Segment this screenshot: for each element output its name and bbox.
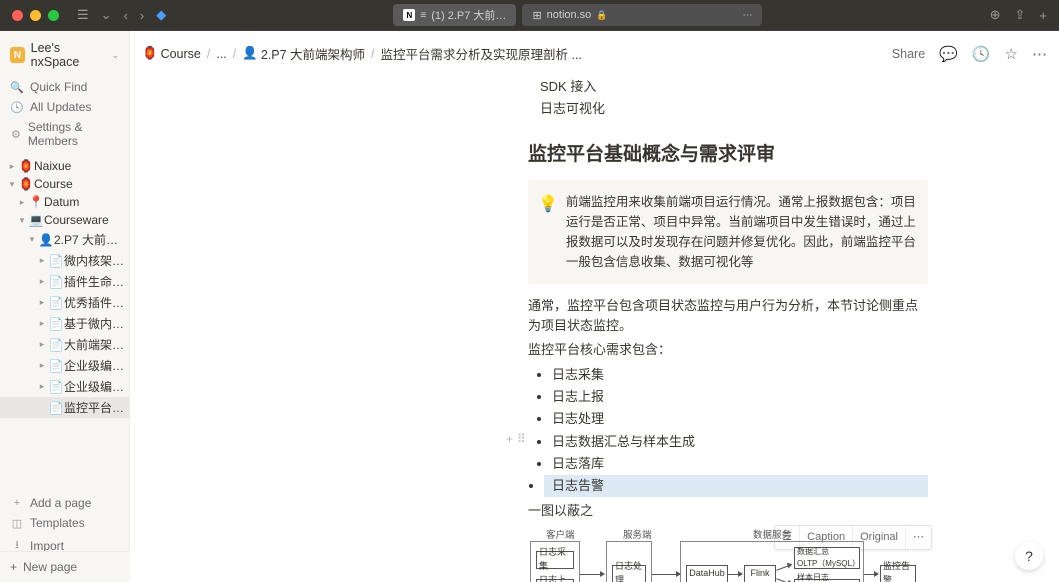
- updates-icon[interactable]: 🕓: [972, 45, 991, 63]
- clock-icon: 🕓: [10, 101, 24, 114]
- callout-block[interactable]: 💡 前端监控用来收集前端项目运行情况。通常上报数据包含：项目运行是否正常、项目中…: [528, 180, 928, 284]
- dg-box: 监控告警: [880, 565, 916, 582]
- image-block[interactable]: ☰ Caption Original ⋯ 客户端 服务端 数据服务: [528, 529, 928, 582]
- tree-item-5[interactable]: ▸📄企业级编辑器需...: [0, 355, 129, 376]
- paragraph[interactable]: 通常，监控平台包含项目状态监控与用户行为分析，本节讨论侧重点为项目状态监控。: [528, 296, 928, 336]
- tab-favicon: N: [403, 9, 415, 21]
- browser-titlebar: ☰ ⌄ ‹ › ◆ N ≡ (1) 2.P7 大前… ⊞ notion.so 🔒…: [0, 0, 1059, 31]
- tree-item-6[interactable]: ▸📄企业级编辑器开...: [0, 376, 129, 397]
- search-icon: 🔍: [10, 81, 24, 94]
- bulb-icon: 💡: [538, 192, 558, 272]
- breadcrumb: 🏮Course / ... / 👤2.P7 大前端架构师 / 监控平台需求分析及…: [142, 44, 892, 63]
- reader-icon: ≡: [420, 10, 426, 21]
- bc-p7[interactable]: 👤2.P7 大前端架构师: [242, 44, 365, 63]
- templates-label: Templates: [30, 516, 85, 530]
- all-updates-label: All Updates: [30, 100, 91, 114]
- page-content: +⠿ SDK 接入 日志可视化 监控平台基础概念与需求评审 💡 前端监控用来收集…: [130, 76, 1059, 582]
- dg-box: Flink: [744, 565, 776, 582]
- tree-datum[interactable]: ▸📍Datum: [0, 193, 129, 211]
- tab-url: notion.so: [547, 9, 592, 21]
- url-tab-active[interactable]: N ≡ (1) 2.P7 大前…: [393, 4, 516, 26]
- settings-members[interactable]: ⚙ Settings & Members: [0, 117, 129, 151]
- url-tab-secondary[interactable]: ⊞ notion.so 🔒 ⋯: [522, 4, 762, 26]
- workspace-switcher[interactable]: N Lee's nxSpace ⌄: [0, 31, 129, 77]
- tree-item-4[interactable]: ▸📄大前端架构设计...: [0, 334, 129, 355]
- more-icon[interactable]: ⋯: [742, 10, 752, 21]
- plus-icon: +: [10, 497, 24, 509]
- paragraph[interactable]: 监控平台核心需求包含：: [528, 340, 928, 360]
- new-tab-icon[interactable]: +: [1039, 8, 1047, 23]
- add-page[interactable]: + Add a page: [0, 493, 129, 513]
- list-item-highlighted[interactable]: 日志告警: [544, 475, 928, 497]
- tab-title: (1) 2.P7 大前…: [431, 7, 506, 23]
- new-page-button[interactable]: + New page: [0, 551, 130, 582]
- dg-box: 数据汇总 OLTP（MySQL）: [794, 547, 860, 569]
- drag-handle-icon[interactable]: ⠿: [517, 432, 526, 446]
- template-icon: ◫: [10, 517, 24, 530]
- shield-icon[interactable]: ◆: [156, 7, 166, 23]
- add-block-icon[interactable]: +: [506, 432, 513, 446]
- quick-find-label: Quick Find: [30, 80, 87, 94]
- page-tree: ▸🏮Naixue ▾🏮Course ▸📍Datum ▾💻Courseware ▾…: [0, 157, 129, 489]
- download-icon[interactable]: ⊕: [990, 7, 1001, 23]
- tree-item-3[interactable]: ▸📄基于微内核设计...: [0, 313, 129, 334]
- nav-forward-icon[interactable]: ›: [140, 8, 144, 23]
- list-item[interactable]: 日志落库: [552, 453, 928, 475]
- bc-ellipsis[interactable]: ...: [216, 47, 226, 61]
- list-item[interactable]: 日志采集: [552, 364, 928, 386]
- star-icon[interactable]: ☆: [1005, 45, 1018, 63]
- block-gutter[interactable]: +⠿: [506, 432, 526, 446]
- sidebar-toggle-icon[interactable]: ☰: [77, 7, 89, 23]
- tree-item-7[interactable]: ▸📄监控平台需求分...: [0, 397, 129, 418]
- callout-text: 前端监控用来收集前端项目运行情况。通常上报数据包含：项目运行是否正常、项目中异常…: [566, 192, 916, 272]
- share-button[interactable]: Share: [892, 47, 925, 61]
- nav-back-icon[interactable]: ‹: [124, 8, 128, 23]
- list-item[interactable]: 日志可视化: [540, 98, 928, 120]
- plus-icon: ⊞: [532, 9, 541, 22]
- gear-icon: ⚙: [10, 128, 22, 141]
- bc-current[interactable]: 监控平台需求分析及实现原理剖析 ...: [381, 44, 582, 63]
- quick-find[interactable]: 🔍 Quick Find: [0, 77, 129, 97]
- heading-concepts[interactable]: 监控平台基础概念与需求评审: [528, 140, 928, 169]
- window-controls[interactable]: [12, 10, 59, 21]
- all-updates[interactable]: 🕓 All Updates: [0, 97, 129, 117]
- dg-box: DataHub: [686, 565, 728, 582]
- workspace-badge: N: [10, 47, 25, 63]
- add-page-label: Add a page: [30, 496, 91, 510]
- templates[interactable]: ◫ Templates: [0, 513, 129, 533]
- list-item[interactable]: 日志处理: [552, 408, 928, 430]
- new-page-label: New page: [23, 560, 77, 574]
- url-tabs: N ≡ (1) 2.P7 大前… ⊞ notion.so 🔒 ⋯: [174, 4, 981, 26]
- dg-box: 日志采集: [536, 551, 574, 569]
- architecture-diagram: 客户端 服务端 数据服务 日志采集 日志上报 日志处理 DataHub Flin…: [528, 529, 918, 582]
- tree-p7[interactable]: ▾👤2.P7 大前端架构师: [0, 229, 129, 250]
- tree-naixue[interactable]: ▸🏮Naixue: [0, 157, 129, 175]
- settings-label: Settings & Members: [28, 120, 119, 148]
- list-item[interactable]: 日志上报: [552, 386, 928, 408]
- help-button[interactable]: ?: [1015, 542, 1043, 570]
- tree-course[interactable]: ▾🏮Course: [0, 175, 129, 193]
- chevron-down-icon: ⌄: [111, 50, 119, 61]
- list-item[interactable]: 日志数据汇总与样本生成: [552, 431, 928, 453]
- page-topbar: 🏮Course / ... / 👤2.P7 大前端架构师 / 监控平台需求分析及…: [130, 31, 1059, 76]
- share-icon[interactable]: ⇪: [1015, 7, 1026, 23]
- dropdown-icon[interactable]: ⌄: [101, 7, 112, 23]
- bullet-list: 日志采集 日志上报 日志处理 日志数据汇总与样本生成 日志落库 日志告警: [528, 364, 928, 497]
- paragraph[interactable]: 一图以蔽之: [528, 501, 928, 521]
- bc-course[interactable]: 🏮Course: [142, 46, 201, 61]
- lock-icon: 🔒: [596, 10, 607, 21]
- list-item[interactable]: SDK 接入: [540, 76, 928, 98]
- comment-icon[interactable]: 💬: [939, 45, 958, 63]
- tree-item-0[interactable]: ▸📄微内核架构设计 ...: [0, 250, 129, 271]
- more-icon[interactable]: ⋯: [1032, 45, 1047, 63]
- tree-item-1[interactable]: ▸📄插件生命周期及...: [0, 271, 129, 292]
- plus-icon: +: [10, 560, 17, 574]
- sidebar: N Lee's nxSpace ⌄ 🔍 Quick Find 🕓 All Updat…: [0, 31, 130, 582]
- workspace-name: Lee's nxSpace: [31, 41, 106, 69]
- tree-courseware[interactable]: ▾💻Courseware: [0, 211, 129, 229]
- dg-box: 日志处理: [612, 565, 646, 582]
- tree-item-2[interactable]: ▸📄优秀插件化设计...: [0, 292, 129, 313]
